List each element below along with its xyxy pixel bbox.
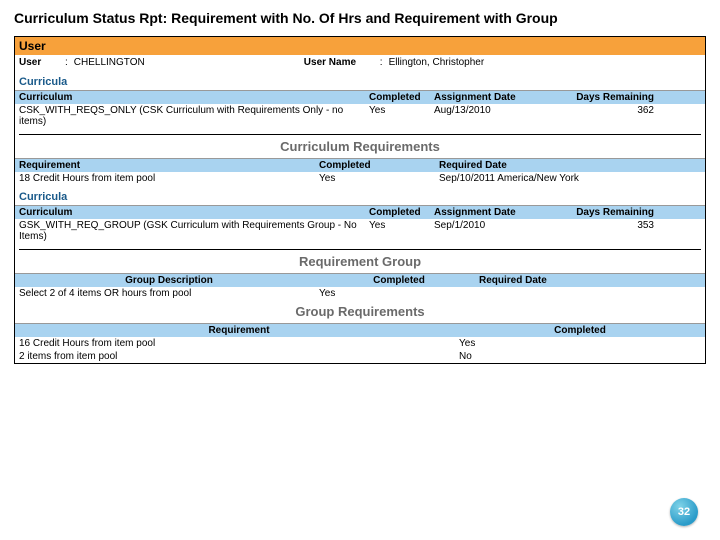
cell-requirement: 18 Credit Hours from item pool [19, 173, 319, 184]
col-completed: Completed [459, 325, 701, 336]
curriculum-requirements-title: Curriculum Requirements [15, 137, 705, 158]
col-required-date: Required Date [479, 275, 547, 286]
curricula1-row: CSK_WITH_REQS_ONLY (CSK Curriculum with … [15, 104, 705, 128]
cell-required-date [479, 288, 701, 299]
cell-completed: Yes [319, 288, 479, 299]
colon: : [374, 57, 389, 68]
curriculum-req-header: Requirement Completed Required Date [15, 158, 705, 172]
cell-group-desc: Select 2 of 4 items OR hours from pool [19, 288, 319, 299]
cell-requirement: 2 items from item pool [19, 351, 459, 362]
req-group-row: Select 2 of 4 items OR hours from pool Y… [15, 287, 705, 300]
user-name-value: Ellington, Christopher [389, 57, 701, 68]
col-curriculum: Curriculum [19, 92, 369, 103]
col-completed: Completed [319, 160, 439, 171]
cell-curriculum: GSK_WITH_REQ_GROUP (GSK Curriculum with … [19, 220, 369, 242]
curricula2-header: Curriculum Completed Assignment Date Day… [15, 205, 705, 219]
group-req-header: Requirement Completed [15, 323, 705, 337]
curricula-section-1: Curricula [15, 70, 705, 90]
col-days: Days Remaining [544, 207, 654, 218]
col-required-date: Required Date [439, 160, 701, 171]
user-value: CHELLINGTON [74, 57, 304, 68]
curriculum-req-row: 18 Credit Hours from item pool Yes Sep/1… [15, 172, 705, 185]
group-requirements-title: Group Requirements [15, 302, 705, 323]
user-name-label: User Name [304, 57, 374, 68]
cell-assign: Aug/13/2010 [434, 105, 544, 127]
col-group-desc: Group Description [19, 275, 319, 286]
page-title: Curriculum Status Rpt: Requirement with … [14, 10, 706, 26]
group-req-row-0: 16 Credit Hours from item pool Yes [15, 337, 705, 350]
cell-completed: Yes [319, 173, 439, 184]
col-curriculum: Curriculum [19, 207, 369, 218]
col-requirement: Requirement [19, 160, 319, 171]
col-days: Days Remaining [544, 92, 654, 103]
col-assign: Assignment Date [434, 207, 544, 218]
cell-requirement: 16 Credit Hours from item pool [19, 338, 459, 349]
page-number-badge: 32 [670, 498, 698, 526]
col-completed: Completed [369, 92, 434, 103]
user-row: User : CHELLINGTON User Name : Ellington… [15, 55, 705, 70]
group-req-row-1: 2 items from item pool No [15, 350, 705, 363]
divider [19, 249, 701, 250]
requirement-group-title: Requirement Group [15, 252, 705, 273]
cell-completed: Yes [369, 220, 434, 242]
cell-curriculum: CSK_WITH_REQS_ONLY (CSK Curriculum with … [19, 105, 369, 127]
curricula1-header: Curriculum Completed Assignment Date Day… [15, 90, 705, 104]
cell-days: 362 [544, 105, 654, 127]
divider [19, 134, 701, 135]
curricula2-row: GSK_WITH_REQ_GROUP (GSK Curriculum with … [15, 219, 705, 243]
col-requirement: Requirement [19, 325, 459, 336]
cell-assign: Sep/1/2010 [434, 220, 544, 242]
cell-completed: Yes [459, 338, 701, 349]
col-completed: Completed [369, 207, 434, 218]
cell-completed: Yes [369, 105, 434, 127]
cell-required-date: Sep/10/2011 America/New York [439, 173, 701, 184]
col-assign: Assignment Date [434, 92, 544, 103]
col-completed: Completed [319, 275, 479, 286]
cell-completed: No [459, 351, 701, 362]
curricula-section-2: Curricula [15, 185, 705, 205]
colon: : [59, 57, 74, 68]
req-group-header: Group Description Completed Required Dat… [15, 273, 705, 287]
user-label: User [19, 57, 59, 68]
user-section-header: User [15, 37, 705, 55]
cell-days: 353 [544, 220, 654, 242]
report-container: User User : CHELLINGTON User Name : Elli… [14, 36, 706, 364]
